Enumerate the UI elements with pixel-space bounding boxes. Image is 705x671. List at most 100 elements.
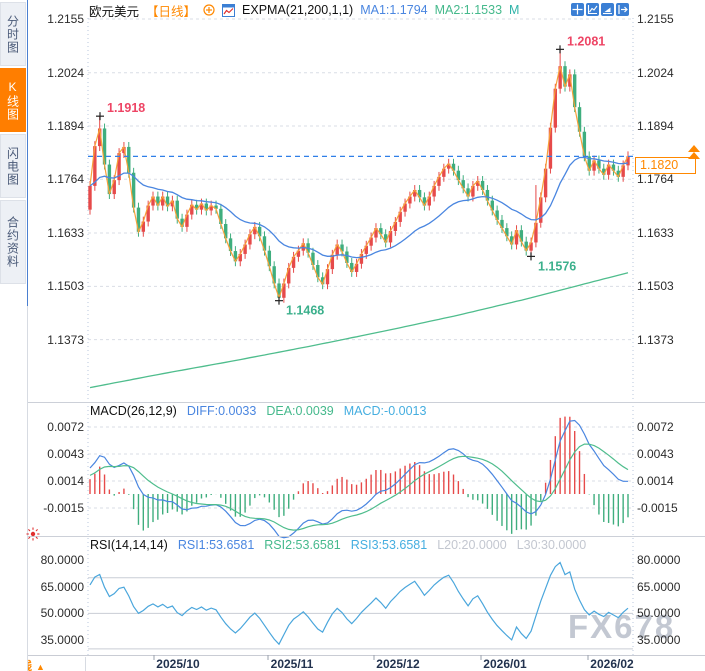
candle-body (548, 127, 553, 169)
candle-body (577, 107, 582, 132)
candle-body (558, 66, 562, 89)
candle-body (257, 226, 262, 237)
candle-body (456, 170, 461, 181)
rsi-l20-value: L20:20.0000 (437, 538, 507, 552)
candle-body (277, 283, 281, 298)
macd-axis-label-left: -0.0015 (43, 500, 84, 515)
trend-tool-icon[interactable] (601, 3, 614, 16)
candle-body (97, 128, 102, 147)
sidebar-tab-contract-info[interactable]: 合约资料 (0, 200, 26, 284)
period-dropdown-arrow: ▲ (36, 662, 45, 671)
candle-body (316, 265, 320, 278)
candle-body (611, 164, 616, 171)
macd-hist-value: MACD:-0.0013 (343, 404, 427, 418)
candle-body (529, 242, 533, 251)
candle-body (233, 251, 238, 262)
candle-body (597, 160, 601, 169)
close-line (89, 66, 629, 300)
price-annotation: 1.1576 (538, 259, 576, 273)
candle-body (403, 203, 407, 212)
sidebar-tab-lightning[interactable]: 闪电图 (0, 134, 26, 198)
candle-body (335, 244, 339, 255)
candle-body (563, 66, 567, 87)
sidebar-tab-timeshare[interactable]: 分时图 (0, 2, 26, 66)
m-label: M (509, 3, 520, 17)
candle-body (388, 230, 393, 243)
candle-body (238, 253, 242, 262)
macd-axis-label-left: 0.0014 (47, 473, 84, 488)
candle-body (568, 74, 572, 87)
candle-body (296, 250, 301, 257)
candle-body (340, 244, 344, 252)
candle-body (93, 146, 97, 186)
price-up-arrow-icon (688, 145, 700, 152)
price-axis-label-right: 1.1764 (637, 172, 674, 187)
candle-body (219, 208, 223, 224)
macd-axis-label-right: -0.0015 (637, 500, 678, 515)
sidebar: 分时图 K线图 闪电图 合约资料 (0, 0, 28, 671)
rsi-l30-value: L30:30.0000 (516, 538, 587, 552)
candle-body (359, 253, 364, 264)
candle-body (282, 283, 286, 298)
macd-dea-line (89, 443, 629, 531)
indicator-chart-icon[interactable] (222, 3, 236, 17)
chart-header: 欧元美元 【日线】 EXPMA(21,200,1,1) MA1:1.1794 M… (89, 2, 520, 19)
candle-body (151, 196, 155, 206)
candle-body (534, 222, 538, 243)
export-icon[interactable] (616, 3, 629, 16)
rsi-axis-label-left: 50.0000 (40, 606, 84, 621)
price-axis-label-right: 1.2024 (637, 65, 674, 80)
panel-divider-rsi (28, 536, 705, 537)
candle-body (345, 251, 349, 263)
alert-sun-icon[interactable] (26, 527, 40, 546)
candle-body (330, 254, 335, 270)
time-axis-bar: 日线▲ (0, 655, 705, 671)
price-up-arrow-icon (688, 152, 700, 159)
ma1-line (89, 156, 629, 259)
candle-body (543, 168, 548, 198)
candle-body (413, 189, 417, 197)
candle-body (606, 164, 611, 175)
candle-body (379, 228, 383, 235)
circle-plus-icon[interactable] (203, 4, 215, 16)
candle-body (437, 176, 441, 186)
candle-body (417, 189, 422, 198)
candle-body (466, 188, 470, 197)
axis-scale-icon[interactable] (586, 3, 599, 16)
candle-body (306, 243, 310, 253)
ma2-value: MA2:1.1533 (434, 3, 503, 17)
candle-body (141, 221, 146, 232)
candle-body (161, 196, 165, 206)
candle-body (301, 243, 305, 251)
rsi-axis-label-left: 35.0000 (40, 633, 84, 647)
price-axis-label-left: 1.2024 (47, 65, 84, 80)
rsi3-value: RSI3:53.6581 (350, 538, 428, 552)
rsi-axis-label-left: 80.0000 (40, 553, 84, 567)
macd-dea-value: DEA:0.0039 (266, 404, 334, 418)
current-price-tag: 1.1820 (635, 157, 696, 174)
price-axis-label-right: 1.1633 (637, 226, 674, 241)
candle-body (442, 168, 446, 177)
candle-body (393, 221, 398, 231)
macd-panel-header: MACD(26,12,9) DIFF:0.0033 DEA:0.0039 MAC… (90, 404, 426, 419)
price-axis-label-left: 1.2155 (47, 12, 84, 26)
sidebar-tab-kline[interactable]: K线图 (0, 68, 26, 132)
candle-body (291, 256, 296, 268)
price-annotation: 1.1918 (107, 101, 145, 115)
candle-body (131, 172, 136, 208)
ma1-value: MA1:1.1794 (360, 3, 428, 17)
candle-body (146, 205, 150, 222)
candle-body (582, 131, 587, 157)
macd-axis-label-right: 0.0043 (637, 447, 674, 461)
candle-body (107, 164, 112, 195)
chart-toolbar (571, 3, 629, 16)
candle-body (165, 196, 170, 207)
rsi-axis-label-right: 80.0000 (637, 553, 681, 567)
pan-tool-icon[interactable] (571, 3, 584, 16)
candle-body (209, 205, 213, 211)
candle-body (432, 185, 436, 197)
candle-body (587, 156, 591, 171)
candle-body (170, 200, 175, 207)
